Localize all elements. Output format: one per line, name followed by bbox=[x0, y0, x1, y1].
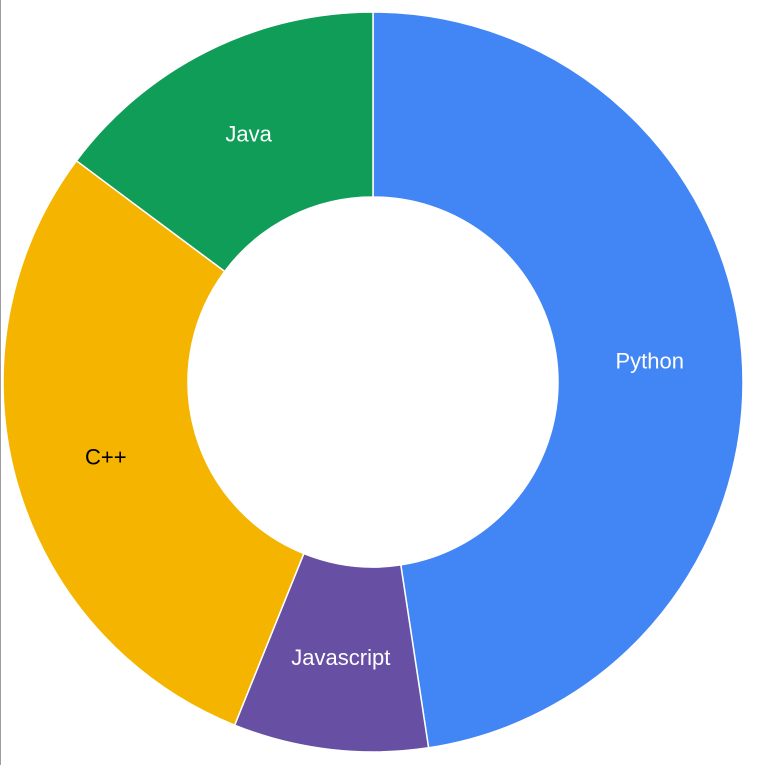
slice-python[interactable] bbox=[372, 11, 744, 749]
labels-group: Python Javascript C++ Java bbox=[85, 121, 684, 670]
slice-label-c: C++ bbox=[85, 444, 127, 469]
slice-label-python: Python bbox=[615, 349, 684, 374]
slice-label-javascript: Javascript bbox=[291, 645, 390, 670]
slice-c[interactable] bbox=[2, 159, 305, 727]
slice-label-java: Java bbox=[225, 121, 272, 146]
slice-java[interactable] bbox=[75, 11, 374, 273]
slices-group bbox=[2, 11, 744, 753]
